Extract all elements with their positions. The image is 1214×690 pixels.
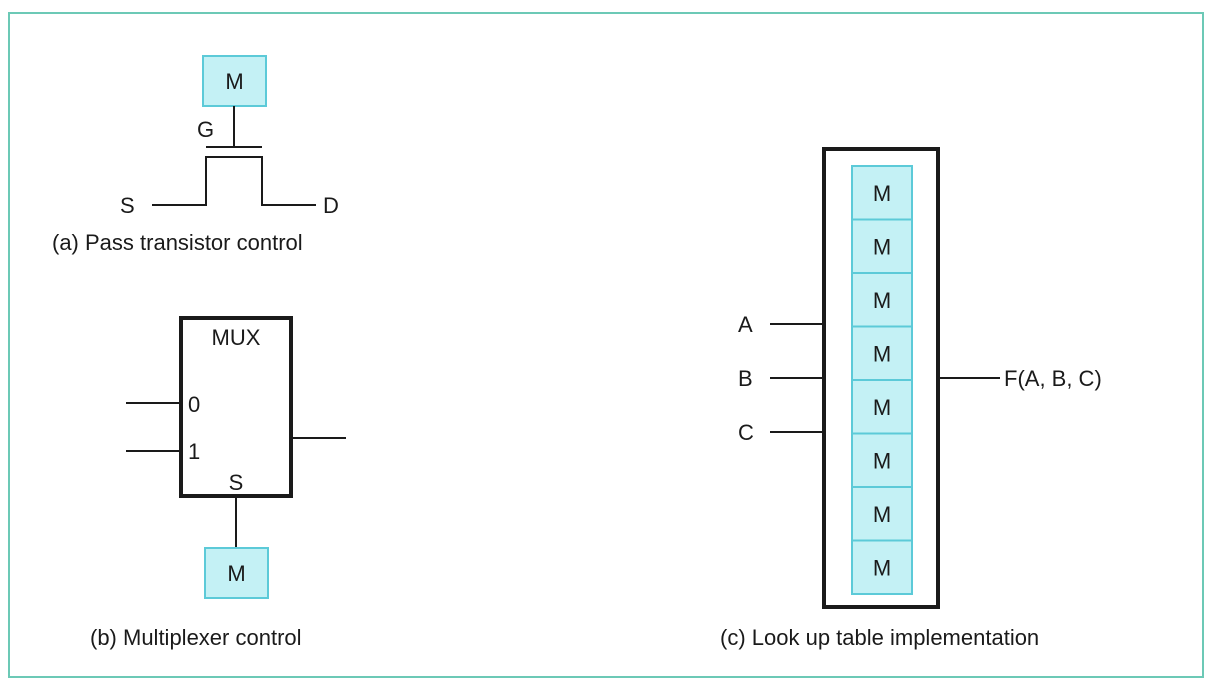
lut-memory-cell-label: M bbox=[873, 502, 891, 527]
mux-select-label: S bbox=[229, 470, 244, 495]
multiplexer-caption: (b) Multiplexer control bbox=[90, 625, 302, 650]
lut-memory-cell bbox=[851, 486, 913, 542]
lut-memory-cell-label: M bbox=[873, 288, 891, 313]
mux-input-0-label: 0 bbox=[188, 392, 200, 417]
lut-input-a-label: A bbox=[738, 312, 753, 337]
lut-section: M M M M M M M M A B C F(A, B, C) (c) Look up ta… bbox=[720, 147, 1102, 650]
lut-input-c-label: C bbox=[738, 420, 754, 445]
pass-transistor-caption: (a) Pass transistor control bbox=[52, 230, 303, 255]
lut-input-b-label: B bbox=[738, 366, 753, 391]
multiplexer-section: MUX 0 1 S M (b) Multiplexer control bbox=[90, 316, 346, 650]
transistor-channel bbox=[152, 156, 316, 206]
pass-transistor-section: M G S D (a) Pass transistor control bbox=[52, 55, 339, 255]
lut-memory-stack: M M M M M M M M bbox=[851, 165, 913, 595]
lut-output-label: F(A, B, C) bbox=[1004, 366, 1102, 391]
source-label: S bbox=[120, 193, 135, 218]
gate-label: G bbox=[197, 117, 214, 142]
mux-input-1-label: 1 bbox=[188, 439, 200, 464]
mux-block bbox=[179, 316, 293, 498]
mux-memory-cell bbox=[204, 547, 269, 599]
lut-memory-cell-label: M bbox=[873, 181, 891, 206]
mux-memory-label: M bbox=[227, 561, 245, 586]
lut-memory-cell bbox=[851, 325, 913, 381]
lut-memory-cell-label: M bbox=[873, 341, 891, 366]
lut-memory-cell-label: M bbox=[873, 395, 891, 420]
lut-memory-cell bbox=[851, 379, 913, 435]
lut-memory-cell bbox=[851, 218, 913, 274]
mux-label: MUX bbox=[212, 325, 261, 350]
drain-label: D bbox=[323, 193, 339, 218]
lut-memory-cell-label: M bbox=[873, 448, 891, 473]
lut-memory-cell-label: M bbox=[873, 234, 891, 259]
lut-memory-cell-label: M bbox=[873, 555, 891, 580]
figure-frame bbox=[8, 12, 1204, 678]
pass-transistor-memory-label: M bbox=[225, 69, 243, 94]
lut-memory-cell bbox=[851, 539, 913, 595]
lut-memory-cell bbox=[851, 272, 913, 328]
lut-caption: (c) Look up table implementation bbox=[720, 625, 1039, 650]
